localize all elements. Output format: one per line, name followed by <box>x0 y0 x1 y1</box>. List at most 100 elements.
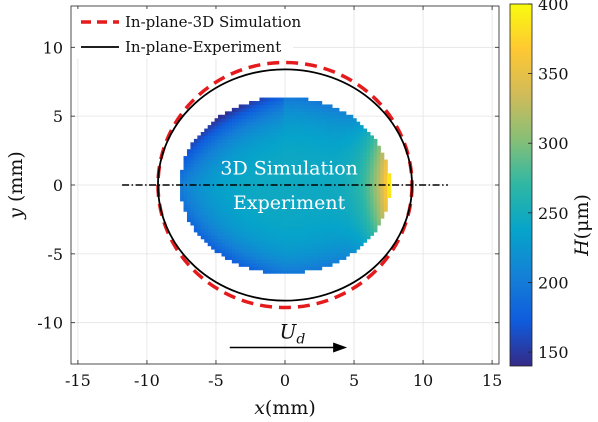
height-cell <box>273 197 278 202</box>
height-cell <box>193 204 198 209</box>
height-cell <box>231 125 236 130</box>
height-cell <box>273 131 278 137</box>
height-cell <box>363 228 368 233</box>
height-cell <box>276 156 281 161</box>
height-cell <box>290 152 295 157</box>
height-cell <box>238 107 243 112</box>
height-cell <box>335 252 340 257</box>
height-cell <box>376 207 381 212</box>
height-cell <box>252 252 257 257</box>
height-cell <box>290 118 295 123</box>
height-cell <box>273 231 278 236</box>
height-cell <box>252 238 257 243</box>
height-cell <box>262 121 267 126</box>
height-cell <box>231 218 236 223</box>
height-cell <box>304 128 309 133</box>
height-cell <box>235 128 240 133</box>
height-cell <box>259 166 264 171</box>
height-cell <box>218 121 223 126</box>
height-cell <box>211 197 216 202</box>
height-cell <box>249 138 254 143</box>
height-cell <box>335 128 340 133</box>
height-cell <box>338 249 343 254</box>
height-cell <box>252 149 257 154</box>
height-cell <box>280 149 285 154</box>
height-cell <box>325 245 330 250</box>
height-cell <box>252 221 257 226</box>
height-cell <box>314 166 319 171</box>
height-cell <box>228 131 233 137</box>
height-cell <box>224 118 229 123</box>
height-cell <box>290 128 295 133</box>
height-cell <box>325 249 330 254</box>
height-cell <box>307 176 312 181</box>
height-cell <box>328 142 333 147</box>
height-cell <box>238 121 243 126</box>
height-cell <box>380 197 385 202</box>
height-cell <box>369 228 374 233</box>
height-cell <box>252 131 257 137</box>
height-cell <box>331 228 336 233</box>
height-cell <box>280 135 285 140</box>
height-cell <box>307 262 312 267</box>
height-cell <box>228 173 233 178</box>
height-cell <box>304 224 309 229</box>
height-cell <box>328 114 333 119</box>
height-cell <box>352 156 357 161</box>
height-cell <box>297 218 302 223</box>
height-cell <box>235 214 240 219</box>
height-cell <box>276 176 281 181</box>
height-cell <box>231 224 236 229</box>
height-cell <box>338 218 343 223</box>
height-cell <box>342 224 347 229</box>
height-cell <box>356 238 361 243</box>
height-cell <box>349 176 354 181</box>
height-cell <box>228 193 233 198</box>
height-cell <box>242 262 247 267</box>
height-cell <box>376 152 381 157</box>
height-cell <box>273 235 278 240</box>
height-cell <box>228 228 233 233</box>
height-cell <box>231 107 236 112</box>
height-cell <box>214 228 219 233</box>
height-cell <box>259 204 264 209</box>
height-cell <box>269 266 274 271</box>
height-cell <box>293 187 299 192</box>
height-cell <box>300 255 305 260</box>
height-cell <box>307 228 312 233</box>
height-cell <box>331 180 336 185</box>
height-cell <box>245 245 250 250</box>
height-cell <box>276 242 281 247</box>
height-cell <box>204 166 209 171</box>
height-cell <box>197 135 202 140</box>
height-cell <box>283 221 288 226</box>
height-cell <box>276 207 281 212</box>
height-cell <box>311 173 316 178</box>
height-cell <box>345 138 350 143</box>
height-cell <box>300 266 305 271</box>
height-cell <box>293 269 299 274</box>
height-cell <box>287 221 292 226</box>
height-cell <box>245 218 250 223</box>
height-cell <box>283 252 288 257</box>
height-cell <box>293 204 299 209</box>
height-cell <box>293 107 299 112</box>
height-cell <box>259 255 264 260</box>
height-cell <box>259 107 264 112</box>
height-cell <box>304 259 309 264</box>
height-cell <box>266 97 271 102</box>
height-cell <box>231 200 236 205</box>
y-axis-label-var: y <box>5 208 27 220</box>
height-cell <box>266 156 271 161</box>
height-cell <box>256 218 261 223</box>
height-cell <box>204 190 209 195</box>
height-cell <box>345 118 350 123</box>
height-cell <box>345 162 350 168</box>
x-tick-label: -5 <box>208 371 224 390</box>
height-cell <box>252 118 257 123</box>
height-cell <box>190 221 195 226</box>
height-cell <box>363 218 368 223</box>
height-cell <box>297 228 302 233</box>
height-cell <box>235 162 240 168</box>
height-cell <box>269 111 274 116</box>
